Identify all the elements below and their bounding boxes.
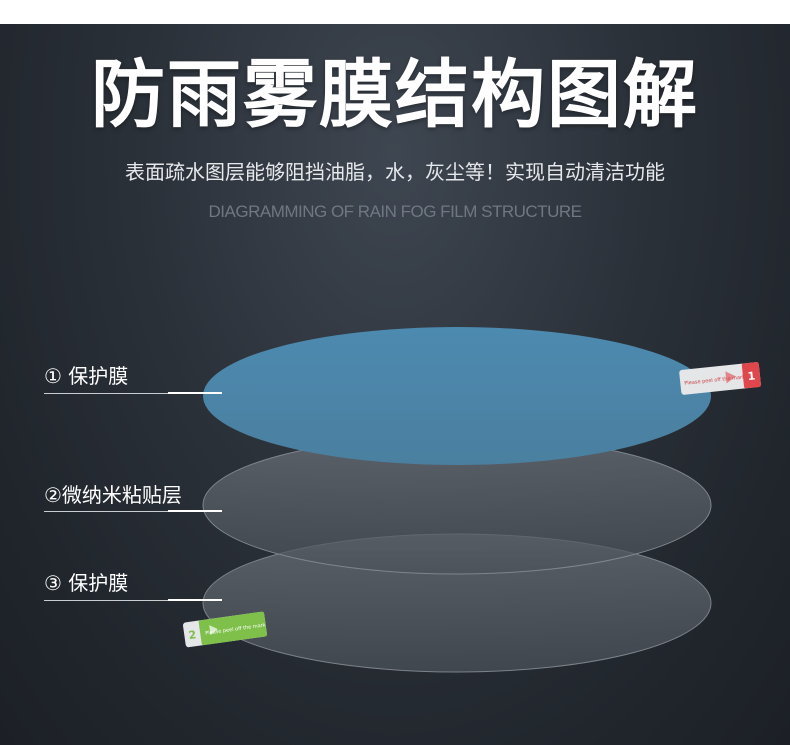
- layer-2-label: ②微纳米粘贴层: [44, 483, 182, 507]
- page-subtitle: 表面疏水图层能够阻挡油脂，水，灰尘等！实现自动清洁功能: [125, 160, 665, 184]
- page-title: 防雨雾膜结构图解: [91, 52, 699, 138]
- tab-1-number: 1: [747, 369, 756, 383]
- tab-1-arrow-icon: [725, 371, 736, 384]
- layer-3-leader-line: [44, 599, 222, 601]
- layer-1-label: ① 保护膜: [44, 364, 129, 388]
- peel-tab-2: 2 Please peel off the mark: [182, 611, 268, 648]
- english-caption: DIAGRAMMING OF RAIN FOG FILM STRUCTURE: [208, 202, 582, 221]
- tab-2-number: 2: [188, 628, 197, 642]
- layer-1-leader-line: [44, 392, 222, 394]
- layer-2-leader-line: [44, 510, 222, 512]
- layer-1-protective-film: [203, 327, 711, 465]
- layer-3-label: ③ 保护膜: [44, 571, 129, 595]
- tab-2-arrow-icon: [209, 625, 218, 636]
- peel-tab-1: 1 Please peel off the mark: [679, 362, 761, 395]
